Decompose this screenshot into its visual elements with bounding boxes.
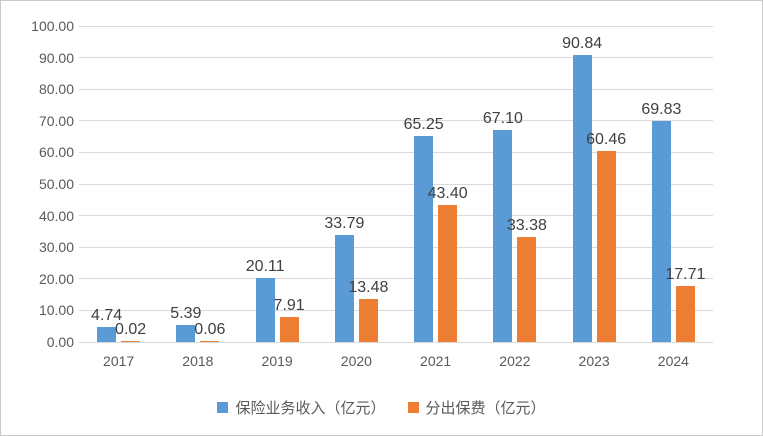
bar-value-label: 20.11 — [245, 258, 285, 276]
plot-area: 4.74 0.02 5.39 0.06 20.11 7.91 33.79 13.48 65.25… — [79, 25, 713, 343]
bar-value-label: 17.71 — [665, 266, 706, 284]
legend-swatch-ceded-premium — [407, 402, 419, 413]
bar-insurance-income-2022 — [493, 129, 513, 342]
y-axis-label: 70.00 — [38, 112, 74, 129]
bar-insurance-income-2023 — [572, 54, 592, 342]
bar-value-label: 90.84 — [562, 34, 603, 52]
y-axis-label: 90.00 — [38, 49, 74, 66]
bar-slot: 13.48 — [348, 26, 388, 342]
bar-ceded-premium-2024 — [675, 286, 695, 342]
bar-slot: 65.25 — [404, 26, 444, 342]
grid-line — [79, 120, 713, 122]
legend-item-ceded-premium: 分出保费（亿元） — [407, 397, 546, 418]
bar-group-2017: 4.74 0.02 — [79, 26, 158, 342]
bar-ceded-premium-2023 — [596, 150, 616, 342]
legend-swatch-insurance-income — [217, 402, 229, 413]
x-axis-label-2024: 2024 — [657, 353, 689, 369]
grid-line — [79, 215, 713, 217]
bar-ceded-premium-2018 — [200, 341, 220, 342]
bar-value-label: 65.25 — [403, 115, 444, 133]
bar-value-label: 0.06 — [194, 321, 226, 338]
bar-slot: 43.40 — [428, 26, 468, 342]
bar-value-label: 69.83 — [641, 101, 682, 119]
bar-insurance-income-2021 — [414, 135, 434, 342]
bar-ceded-premium-2022 — [517, 236, 537, 342]
bar-slot: 0.02 — [115, 26, 146, 342]
x-axis-label-2020: 2020 — [340, 353, 372, 369]
bar-value-label: 5.39 — [170, 304, 202, 322]
bar-slot: 5.39 — [170, 26, 201, 342]
y-axis-label: 80.00 — [38, 81, 74, 98]
bar-value-label: 0.02 — [115, 321, 147, 338]
bar-slot: 17.71 — [665, 26, 705, 342]
bar-ceded-premium-2017 — [121, 341, 141, 342]
y-axis-label: 20.00 — [38, 270, 74, 287]
bar-value-label: 13.48 — [348, 279, 389, 297]
x-axis-label-2019: 2019 — [261, 353, 293, 369]
bar-slot: 69.83 — [641, 26, 681, 342]
bar-ceded-premium-2021 — [438, 204, 458, 342]
bar-group-2019: 20.11 7.91 — [238, 26, 317, 342]
bar-slot: 60.46 — [586, 26, 626, 342]
bar-group-2022: 67.10 33.38 — [475, 26, 554, 342]
legend-label-ceded-premium: 分出保费（亿元） — [425, 400, 546, 417]
y-axis-label: 10.00 — [38, 302, 74, 319]
bar-ceded-premium-2020 — [358, 299, 378, 342]
x-axis-label-2022: 2022 — [499, 353, 531, 369]
x-axis-label-2023: 2023 — [578, 353, 610, 369]
grid-line — [79, 151, 713, 153]
bar-insurance-income-2019 — [255, 278, 275, 342]
y-axis-label: 60.00 — [38, 144, 74, 161]
legend-item-insurance-income: 保险业务收入（亿元） — [217, 397, 386, 418]
bar-group-2023: 90.84 60.46 — [555, 26, 634, 342]
bar-slot: 4.74 — [91, 26, 122, 342]
grid-line — [79, 57, 713, 59]
bar-slot: 0.06 — [194, 26, 225, 342]
grid-line — [79, 309, 713, 311]
x-axis-label-2017: 2017 — [103, 353, 135, 369]
y-axis-label: 40.00 — [38, 207, 74, 224]
bar-value-label: 43.40 — [427, 184, 468, 202]
bar-insurance-income-2020 — [334, 235, 354, 342]
bar-insurance-income-2017 — [97, 327, 117, 342]
bar-group-2021: 65.25 43.40 — [396, 26, 475, 342]
bar-value-label: 67.10 — [482, 109, 523, 127]
bar-value-label: 33.79 — [324, 215, 365, 233]
bar-value-label: 7.91 — [273, 297, 305, 315]
grid-line — [79, 278, 713, 280]
bar-slot: 7.91 — [274, 26, 305, 342]
bar-slot: 90.84 — [562, 26, 602, 342]
bar-ceded-premium-2019 — [279, 317, 299, 342]
x-axis-label-2021: 2021 — [420, 353, 452, 369]
y-axis-label: 0.00 — [46, 334, 74, 350]
y-axis-label: 30.00 — [38, 239, 74, 256]
bar-insurance-income-2018 — [176, 324, 196, 342]
bar-slot: 67.10 — [483, 26, 523, 342]
legend: 保险业务收入（亿元） 分出保费（亿元） — [1, 397, 762, 418]
bar-value-label: 60.46 — [586, 130, 627, 148]
bar-slot: 33.38 — [507, 26, 547, 342]
y-axis-label: 50.00 — [38, 176, 74, 192]
legend-label-insurance-income: 保险业务收入（亿元） — [235, 400, 386, 417]
bar-value-label: 4.74 — [91, 307, 123, 325]
bar-group-2024: 69.83 17.71 — [634, 26, 713, 342]
y-axis-label: 100.00 — [31, 18, 74, 34]
grid-line — [79, 88, 713, 90]
bar-group-2018: 5.39 0.06 — [158, 26, 237, 342]
grid-line — [79, 25, 713, 27]
bar-value-label: 33.38 — [506, 216, 547, 234]
bar-group-2020: 33.79 13.48 — [317, 26, 396, 342]
bar-slot: 20.11 — [246, 26, 285, 342]
x-axis-label-2018: 2018 — [182, 353, 214, 369]
grid-line — [79, 341, 713, 343]
bar-slot: 33.79 — [324, 26, 364, 342]
grid-line — [79, 246, 713, 248]
grid-line — [79, 183, 713, 185]
bar-insurance-income-2024 — [651, 121, 671, 342]
